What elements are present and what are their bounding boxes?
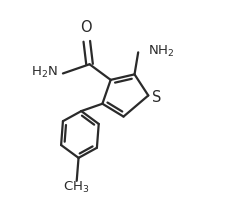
Text: S: S: [152, 90, 161, 105]
Text: CH$_3$: CH$_3$: [63, 180, 89, 195]
Text: NH$_2$: NH$_2$: [148, 44, 175, 59]
Text: O: O: [80, 20, 92, 35]
Text: H$_2$N: H$_2$N: [31, 65, 57, 80]
